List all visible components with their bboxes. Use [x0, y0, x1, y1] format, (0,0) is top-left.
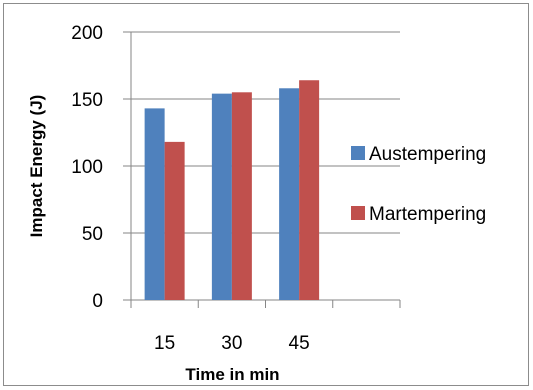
x-tick-label: 45	[289, 333, 310, 354]
bar-austempering-30	[211, 93, 232, 300]
y-axis-title: Impact Energy (J)	[27, 95, 46, 238]
legend-label-martempering: Martempering	[369, 204, 486, 225]
y-tick-label: 150	[71, 90, 103, 111]
bar-martempering-45	[299, 80, 320, 301]
x-axis-title: Time in min	[185, 365, 279, 384]
bar-martempering-30	[231, 92, 252, 300]
y-tick-label: 0	[92, 291, 103, 312]
legend-swatch-martempering	[351, 206, 365, 220]
y-tick-labels: 0 50 100 150 200	[71, 23, 103, 312]
y-tick-label: 200	[71, 23, 103, 44]
legend: Austempering Martempering	[351, 144, 486, 225]
x-tick-label: 15	[154, 333, 175, 354]
legend-label-austempering: Austempering	[369, 144, 486, 165]
bar-austempering-15	[144, 108, 165, 300]
axes	[123, 32, 401, 308]
x-tick-labels: 15 30 45	[154, 333, 310, 354]
bars	[144, 80, 320, 301]
bar-martempering-15	[164, 141, 185, 300]
x-tick-label: 30	[221, 333, 242, 354]
bar-austempering-45	[279, 88, 300, 300]
legend-swatch-austempering	[351, 146, 365, 160]
y-tick-label: 50	[82, 224, 103, 245]
chart-frame	[3, 3, 529, 386]
y-tick-label: 100	[71, 157, 103, 178]
